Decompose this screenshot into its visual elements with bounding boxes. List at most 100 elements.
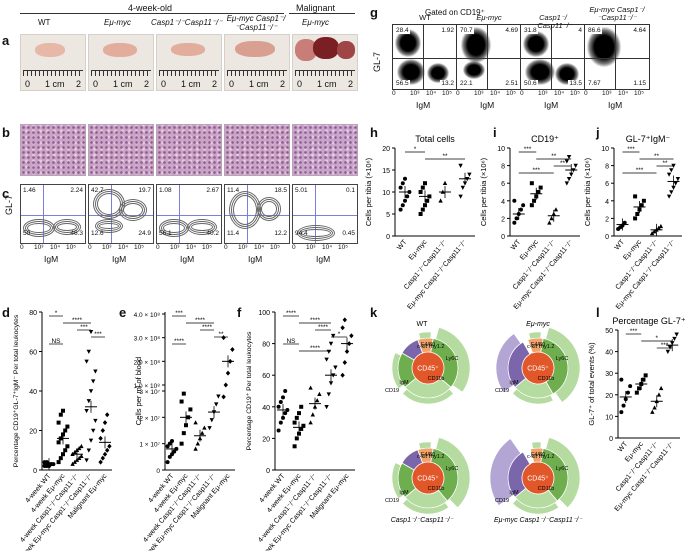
sunburst-title: Eμ-myc (526, 321, 550, 328)
data-point (88, 329, 94, 335)
quadrant-hline (21, 215, 85, 216)
ruler-unit: 1 cm (317, 79, 337, 89)
data-point (403, 176, 407, 181)
significance-label: ** (662, 160, 668, 167)
y-tick-label: 3 × 10⁷ (139, 389, 160, 396)
panel-letter-i: i (493, 125, 497, 140)
significance-label: **** (286, 310, 297, 317)
sunburst-segment (417, 337, 434, 354)
data-point (297, 411, 301, 416)
significance-label: *** (630, 328, 638, 335)
data-point (633, 194, 638, 199)
data-point (299, 404, 304, 409)
panel-letter-b: b (2, 125, 10, 140)
data-point (641, 377, 646, 382)
data-point (328, 341, 334, 346)
ruler-zero: 0 (93, 79, 99, 89)
data-point (292, 444, 297, 449)
data-point (547, 220, 552, 225)
x-category-label: 4-week Eμ-myc Casp1⁻/⁻Casp11⁻/⁻ (17, 473, 95, 551)
data-point (216, 394, 221, 399)
quadrant-hline (585, 58, 649, 59)
sunburst-segment-label: Ly6C (446, 466, 459, 472)
panel-letter-h: h (370, 125, 378, 140)
data-point (65, 444, 70, 449)
sunburst-segment (430, 337, 459, 388)
data-point (427, 194, 432, 199)
data-point (195, 441, 200, 446)
sunburst-outer-segment (391, 462, 404, 500)
ruler (23, 70, 83, 87)
data-point (93, 418, 98, 424)
col-title-emyc: Eμ-myc (104, 18, 132, 27)
x-category-label: 4-week Eμ-myc Casp1⁻/⁻Casp11⁻/⁻ (140, 473, 218, 551)
x-tick: 0 (584, 90, 588, 97)
contour-ring (121, 201, 145, 219)
quadrant-hline (157, 215, 221, 216)
contour-ring (25, 221, 53, 235)
data-point (656, 392, 662, 397)
x-tick: 10³ (474, 90, 484, 97)
contour-ring (161, 221, 187, 235)
data-point (105, 412, 110, 418)
data-point (571, 168, 576, 173)
col-title-emyc-casp: Eμ-myc Casp1⁻/⁻Casp11⁻/⁻ (226, 14, 286, 32)
data-point (641, 198, 646, 203)
data-point (566, 155, 572, 160)
y-tick-label: 10 (382, 190, 390, 197)
x-tick: 10⁵ (570, 90, 580, 97)
data-point (56, 420, 61, 425)
event-cloud (427, 63, 449, 83)
ruler-zero: 0 (229, 79, 235, 89)
data-point (529, 181, 534, 186)
x-tick: 10⁵ (442, 90, 452, 97)
y-tick-label: 0 (605, 234, 609, 241)
data-point (438, 198, 443, 203)
sunburst-outer-segment (418, 331, 432, 340)
sunburst-segment-label: IgM (399, 490, 409, 496)
x-category-label: Casp1⁻/⁻Casp11⁻/⁻ (615, 441, 661, 494)
histology-casp (156, 124, 222, 176)
data-point (211, 410, 217, 415)
contour-ring (257, 197, 281, 221)
col-title-wt: WT (38, 18, 51, 27)
significance-label: *** (94, 331, 102, 338)
data-point (93, 369, 98, 374)
data-point (281, 415, 285, 420)
y-tick-label: 20 (29, 429, 37, 436)
y-axis-label: Cells per tibia (×10⁶) (479, 157, 488, 226)
data-point (458, 163, 463, 168)
data-point (666, 194, 672, 199)
data-point (170, 452, 174, 457)
ruler-two: 2 (348, 79, 354, 89)
data-point (675, 177, 681, 182)
data-point (529, 203, 534, 208)
data-point (200, 430, 205, 435)
y-axis-label: Cells per tibia (×10⁶) (364, 157, 373, 226)
data-point (569, 172, 574, 177)
x-axis-label: IgM (316, 254, 331, 264)
quadrant-value: 1.08 (159, 187, 172, 194)
y-tick-label: 3.0 × 10⁸ (134, 336, 161, 343)
data-point (174, 446, 179, 451)
contour-ring (27, 223, 51, 233)
data-point (666, 172, 672, 177)
x-tick: 0 (20, 244, 24, 251)
photo-spleen-wt: 0 1 cm 2 (20, 34, 86, 91)
contour-ring (259, 199, 279, 219)
y-tick-label: 10 (601, 146, 609, 153)
x-tick: 0 (156, 244, 160, 251)
data-point (465, 177, 470, 182)
data-point (536, 190, 541, 194)
x-category-label: 4-week WT (258, 472, 287, 504)
sunburst-segment-label: IgM (509, 380, 519, 386)
x-tick: 10³ (34, 244, 44, 251)
sunburst-outer-segment (512, 388, 554, 405)
contour-ring (55, 221, 79, 233)
data-point (44, 464, 49, 469)
sunburst-segment (401, 339, 424, 361)
quadrant-value: 11.4 (227, 187, 240, 194)
data-point (283, 411, 288, 416)
data-point (70, 451, 75, 456)
contour-plot-2: 1.08 2.67 56.1 40.2 (156, 184, 222, 244)
